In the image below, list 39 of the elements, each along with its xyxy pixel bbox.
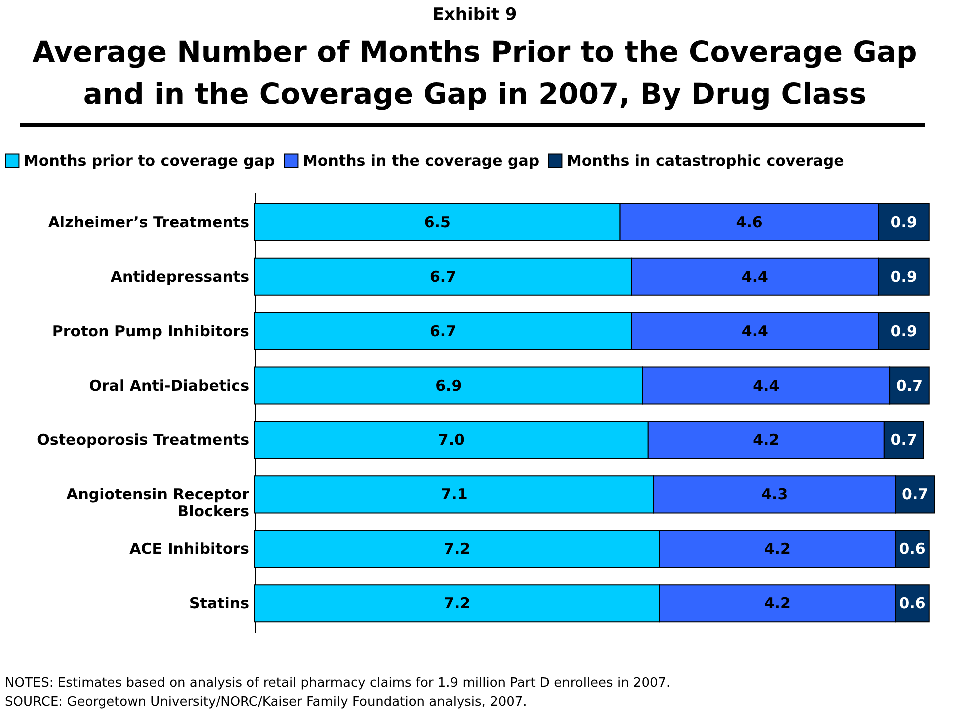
- y-tick-label: Proton Pump Inhibitors: [52, 322, 250, 340]
- source-note: SOURCE: Georgetown University/NORC/Kaiser Family Foundation analysis, 2007.: [5, 695, 528, 710]
- data-label: 4.4: [753, 376, 780, 395]
- data-label: 0.9: [890, 268, 918, 286]
- legend-label: Months prior to coverage gap: [24, 152, 276, 170]
- data-label: 4.6: [736, 213, 763, 232]
- y-tick-label: Oral Anti-Diabetics: [89, 376, 250, 395]
- y-tick-label: Statins: [189, 594, 250, 613]
- data-label: 6.7: [430, 322, 457, 340]
- y-tick-label: Angiotensin Receptor Blockers: [66, 486, 250, 521]
- data-label: 7.1: [441, 486, 468, 504]
- data-label: 7.2: [444, 594, 471, 613]
- y-tick-label: Osteoporosis Treatments: [37, 431, 250, 450]
- data-label: 0.9: [890, 322, 918, 340]
- y-tick-label: ACE Inhibitors: [130, 540, 250, 558]
- legend-label: Months in catastrophic coverage: [567, 152, 844, 170]
- data-label: 6.7: [430, 268, 457, 286]
- data-label: 6.5: [424, 213, 451, 232]
- data-label: 0.6: [899, 594, 926, 613]
- data-label: 0.7: [902, 486, 929, 504]
- data-label: 0.7: [890, 431, 918, 450]
- data-label: 7.0: [438, 431, 465, 450]
- data-label: 6.9: [436, 376, 462, 395]
- data-label: 0.9: [890, 213, 918, 232]
- data-label: 4.2: [764, 540, 791, 558]
- data-label: 4.4: [742, 322, 768, 340]
- legend-label: Months in the coverage gap: [303, 152, 540, 170]
- data-label: 0.6: [899, 540, 926, 558]
- y-tick-label: Alzheimer’s Treatments: [48, 213, 250, 232]
- data-label: 7.2: [444, 540, 471, 558]
- y-tick-label: Antidepressants: [110, 268, 250, 286]
- data-label: 4.4: [742, 268, 768, 286]
- chart-title: Average Number of Months Prior to the Coverage Gap and in the Coverage Gap in 2007, By Drug Class: [32, 35, 918, 111]
- data-label: 4.2: [764, 594, 791, 613]
- data-label: 4.3: [762, 486, 788, 504]
- data-label: 4.2: [753, 431, 780, 450]
- chart-subtitle: Exhibit 9: [432, 5, 518, 25]
- text: NOTES: Estimates based on analysis of retail pharmacy claims for 1.9 million Part D enrollees in 2007.: [5, 676, 671, 691]
- data-label: 0.7: [896, 376, 923, 395]
